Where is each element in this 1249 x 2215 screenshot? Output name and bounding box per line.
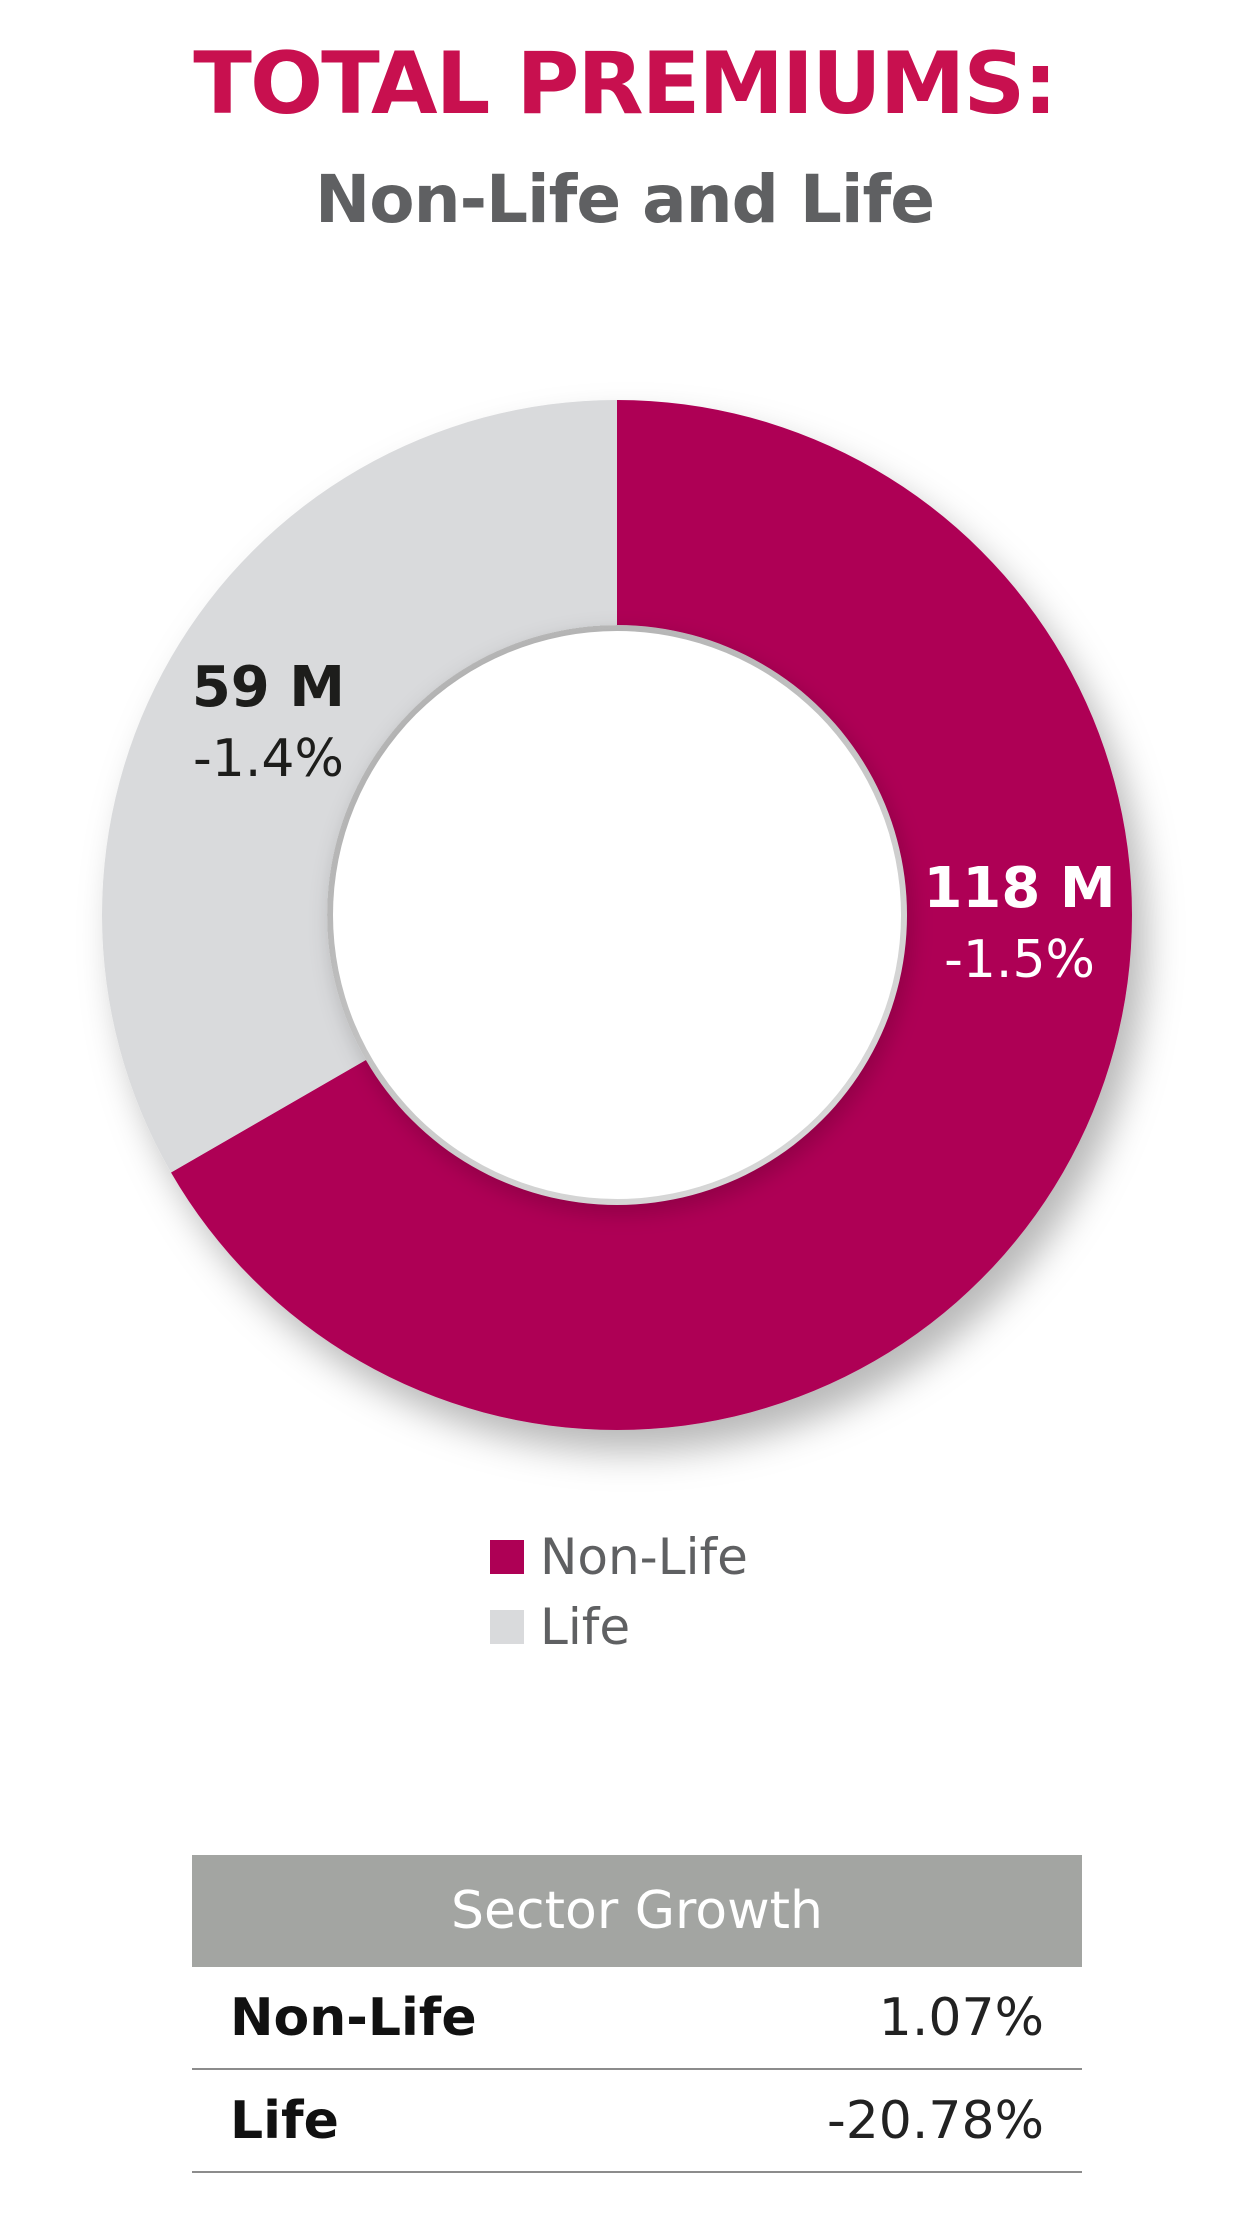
- table-header: Sector Growth: [192, 1855, 1082, 1967]
- slice-non-life: [170, 400, 1132, 1430]
- row-label-life: Life: [230, 2090, 339, 2151]
- legend-item-non-life: Non-Life: [490, 1522, 748, 1592]
- legend-item-life: Life: [490, 1592, 748, 1662]
- chart-title: TOTAL PREMIUMS:: [193, 34, 1057, 134]
- slice-value-label-life: 59 M: [192, 655, 345, 720]
- chart-legend: Non-Life Life: [490, 1522, 748, 1662]
- slice-value-label-non-life: 118 M: [923, 856, 1115, 921]
- sector-growth-table: Sector Growth Non-Life 1.07% Life -20.78…: [192, 1855, 1082, 2173]
- slice-change-label-life: -1.4%: [193, 729, 344, 789]
- chart-subtitle: Non-Life and Life: [315, 161, 935, 238]
- legend-swatch-life: [490, 1610, 524, 1644]
- legend-swatch-non-life: [490, 1540, 524, 1574]
- row-value-life: -20.78%: [826, 2090, 1044, 2151]
- row-value-non-life: 1.07%: [878, 1987, 1044, 2048]
- legend-label-non-life: Non-Life: [540, 1528, 748, 1586]
- legend-label-life: Life: [540, 1598, 631, 1656]
- table-row: Life -20.78%: [192, 2070, 1082, 2173]
- row-label-non-life: Non-Life: [230, 1987, 477, 2048]
- slice-labels: 118 M -1.5% 59 M -1.4%: [192, 655, 1116, 990]
- slice-change-label-non-life: -1.5%: [944, 930, 1095, 990]
- donut-chart: 118 M -1.5% 59 M -1.4%: [102, 400, 1132, 1430]
- slice-life: [102, 400, 618, 1173]
- donut-hole: [333, 631, 901, 1199]
- table-row: Non-Life 1.07%: [192, 1967, 1082, 2070]
- donut-slices: [102, 400, 1132, 1430]
